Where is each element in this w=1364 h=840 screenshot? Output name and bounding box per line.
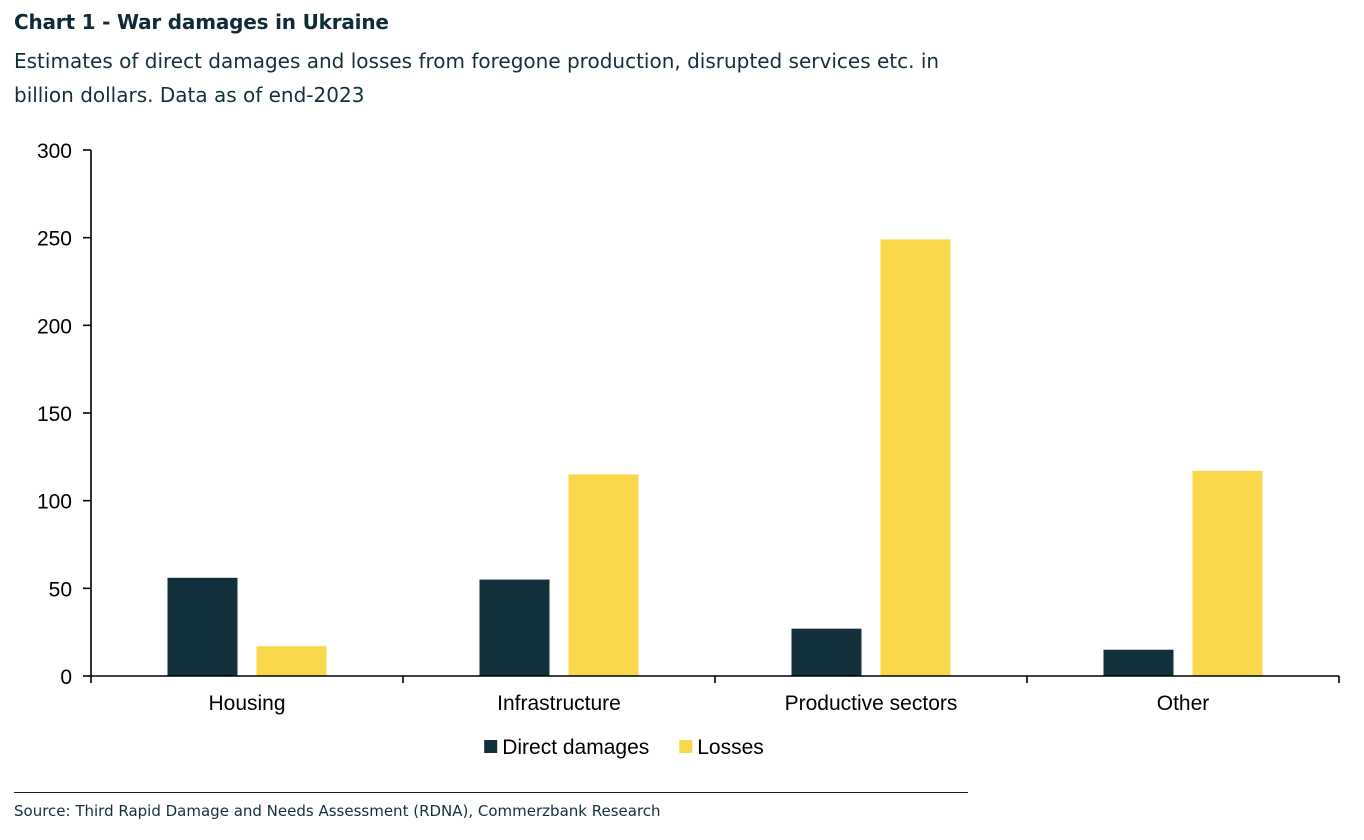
bar-losses-housing [256,646,327,676]
y-tick-label: 150 [37,403,72,426]
legend-label-losses: Losses [697,736,764,759]
source-note: Source: Third Rapid Damage and Needs Ass… [14,802,661,820]
x-tick-label: Other [1157,692,1210,715]
y-tick-label: 50 [49,578,72,601]
bar-losses-infrastructure [568,474,639,676]
y-tick-label: 250 [37,228,72,251]
y-tick-label: 0 [60,666,72,689]
bar-losses-productive-sectors [880,239,951,677]
chart-title: Chart 1 - War damages in Ukraine [14,10,389,34]
bar-direct-damages-productive-sectors [791,628,862,676]
y-ticks-layer: 0 50 100 150 200 250 300 [37,140,91,689]
legend-label-direct-damages: Direct damages [502,736,649,759]
bar-losses-other [1192,470,1263,676]
bars-layer [167,239,1263,677]
legend-swatch-losses [679,740,693,753]
y-tick-label: 100 [37,491,72,514]
bar-direct-damages-housing [167,577,238,676]
chart-subtitle: Estimates of direct damages and losses f… [14,49,940,107]
legend-swatch-direct-damages [484,740,498,753]
source-divider [14,792,968,793]
x-tick-label: Infrastructure [497,692,621,715]
y-tick-label: 300 [37,140,72,163]
x-tick-label: Housing [208,692,285,715]
bar-direct-damages-infrastructure [479,579,550,676]
y-tick-label: 200 [37,315,72,338]
bar-direct-damages-other [1103,649,1174,676]
x-ticks-layer: Housing Infrastructure Productive sectors O… [90,676,1340,715]
bar-chart: 0 50 100 150 200 250 300 Housing Infrastructure… [37,140,1340,759]
x-tick-label: Productive sectors [785,692,958,715]
legend: Direct damages Losses [484,736,764,759]
